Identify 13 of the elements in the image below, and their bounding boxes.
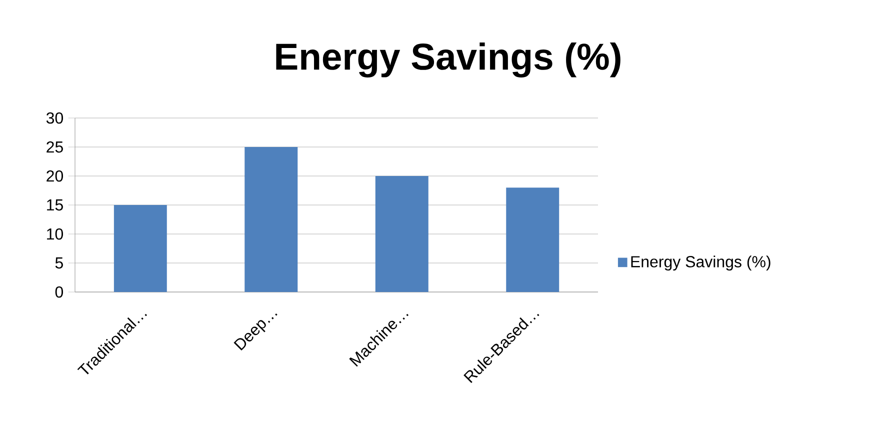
y-tick-label: 15 — [47, 199, 63, 211]
chart-title: Energy Savings (%) — [276, 42, 620, 78]
y-tick-label: 5 — [55, 257, 63, 269]
y-tick-label: 20 — [46, 170, 64, 182]
y-tick-label: 25 — [46, 141, 63, 153]
bar — [375, 176, 428, 292]
bar — [114, 205, 167, 292]
y-tick-label: 10 — [47, 228, 64, 240]
legend-label: Energy Savings (%) — [631, 256, 770, 271]
y-tick-label: 30 — [46, 112, 64, 124]
y-tick-label: 0 — [55, 286, 64, 298]
bar — [244, 147, 298, 292]
bar — [506, 188, 560, 292]
